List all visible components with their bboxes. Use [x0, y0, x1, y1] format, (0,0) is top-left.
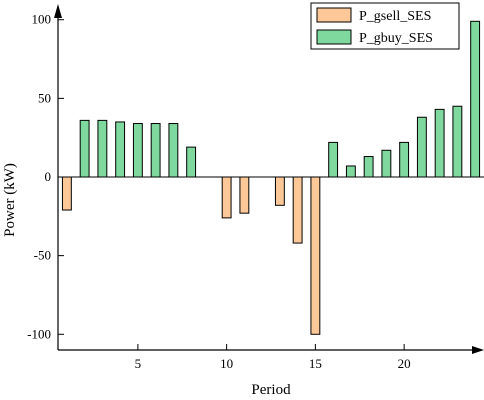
legend: P_gsell_SES P_gbuy_SES — [310, 2, 460, 50]
bar-gsell-period-10 — [221, 176, 232, 219]
x-tick-label: 15 — [309, 356, 322, 371]
bar-gbuy-period-16 — [328, 141, 339, 178]
y-tick-label: 50 — [38, 90, 51, 105]
bar-gbuy-period-2 — [79, 119, 90, 178]
bar-gbuy-period-4 — [115, 121, 126, 178]
bars-layer — [61, 20, 481, 335]
bar-gbuy-period-24 — [470, 20, 481, 178]
bar-gsell-period-1 — [61, 176, 72, 211]
bar-gbuy-period-20 — [399, 141, 410, 178]
x-tick-label: 5 — [135, 356, 142, 371]
bar-gbuy-period-3 — [97, 119, 108, 178]
axes-layer — [54, 4, 484, 354]
bar-gsell-period-11 — [239, 176, 250, 214]
legend-label-gbuy: P_gbuy_SES — [359, 31, 433, 46]
x-tick-label: 10 — [220, 356, 233, 371]
legend-swatch-gbuy — [316, 29, 352, 45]
bar-gbuy-period-5 — [132, 123, 143, 178]
bar-gbuy-period-17 — [345, 165, 356, 178]
bar-gsell-period-13 — [274, 176, 285, 206]
bar-gbuy-period-19 — [381, 149, 392, 178]
y-tick-label: -100 — [27, 326, 51, 341]
y-tick-label: 100 — [32, 12, 52, 27]
legend-label-gsell: P_gsell_SES — [359, 9, 431, 24]
bar-gbuy-period-18 — [363, 156, 374, 178]
x-axis-label: Period — [251, 382, 291, 398]
bar-gbuy-period-7 — [168, 123, 179, 178]
bar-gbuy-period-8 — [186, 146, 197, 178]
tick-labels-layer: -100 -50 0 50 100 5 10 15 20 — [27, 12, 410, 371]
y-axis-label: Power (kW) — [2, 163, 18, 237]
y-axis-arrow — [54, 4, 62, 18]
x-tick-label: 20 — [398, 356, 411, 371]
bar-gbuy-period-23 — [452, 105, 463, 178]
bar-gbuy-period-22 — [434, 108, 445, 178]
y-tick-label: -50 — [34, 248, 51, 263]
bar-gsell-period-15 — [310, 176, 321, 335]
bar-gsell-period-14 — [292, 176, 303, 244]
x-axis-arrow — [472, 346, 484, 354]
legend-swatch-gsell — [316, 7, 352, 23]
y-tick-label: 0 — [45, 169, 52, 184]
bar-gbuy-period-6 — [150, 123, 161, 178]
bar-gbuy-period-21 — [416, 116, 427, 178]
